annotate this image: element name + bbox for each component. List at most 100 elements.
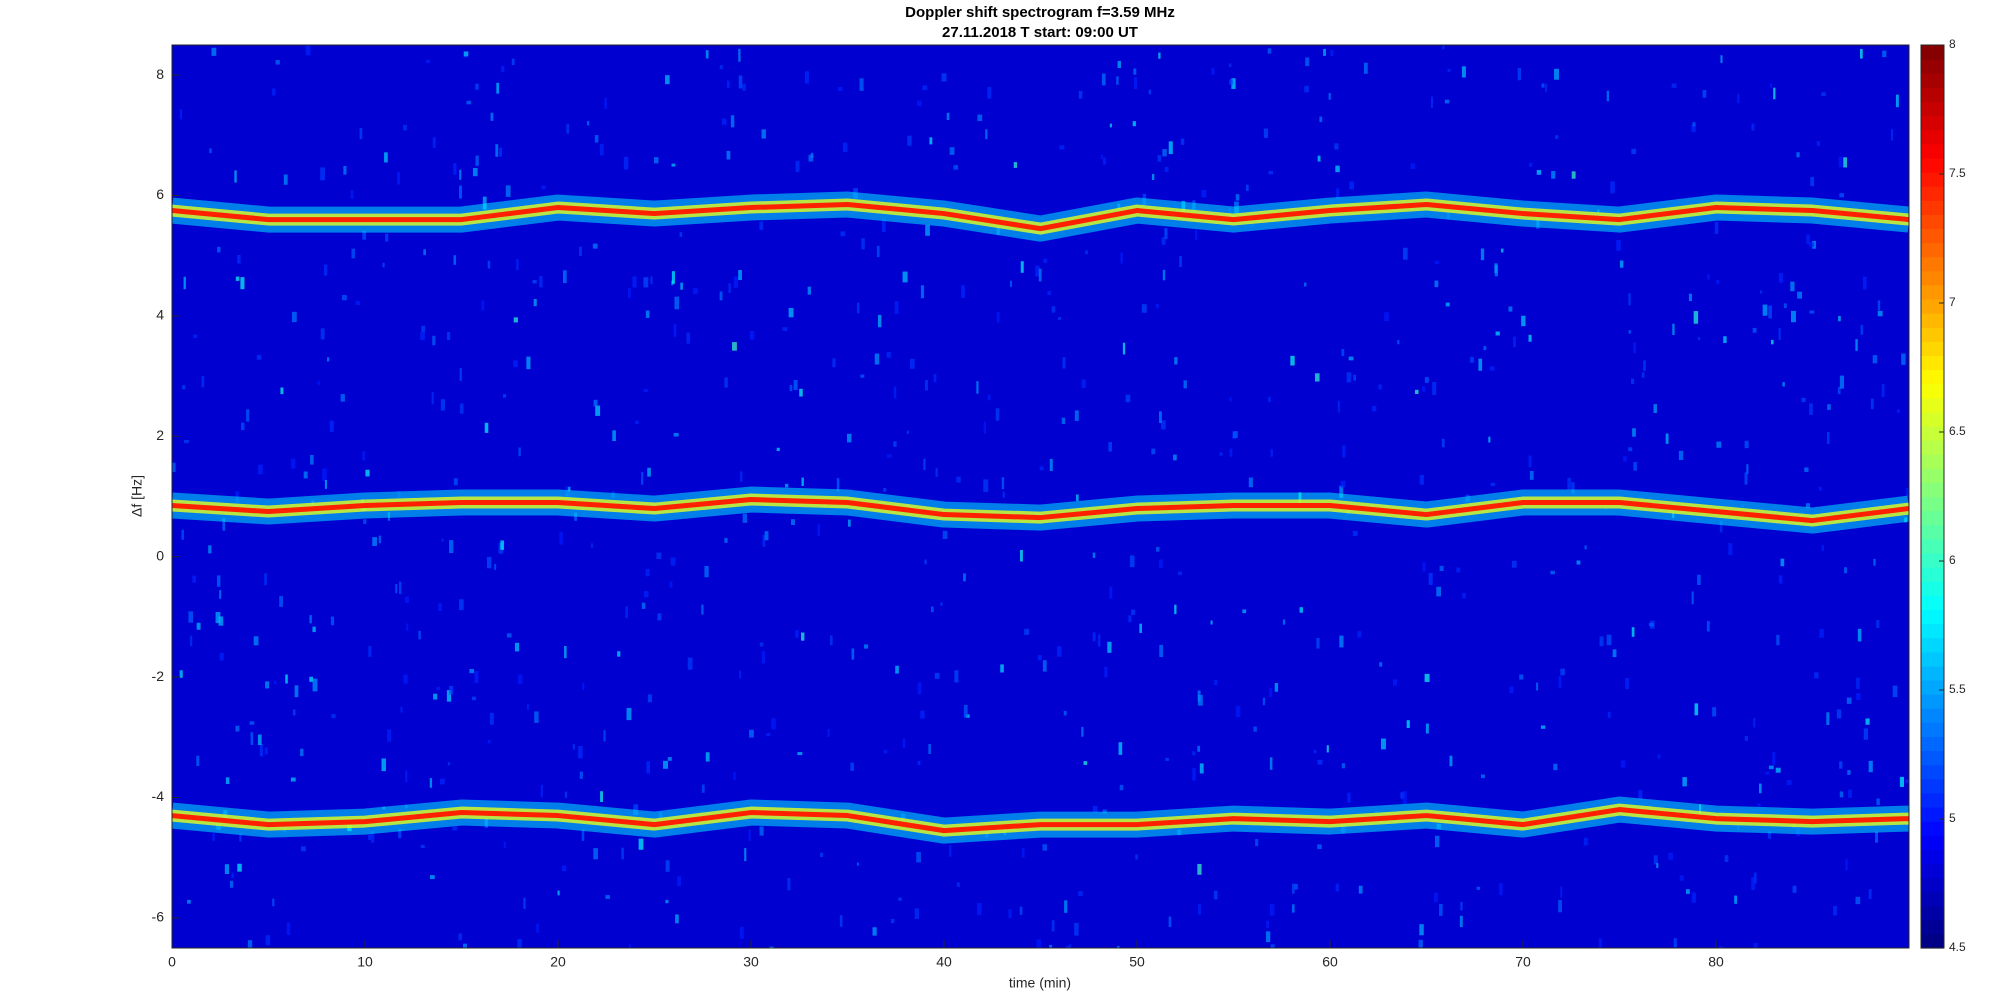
noise-speckle <box>502 394 507 398</box>
noise-speckle <box>1682 777 1687 787</box>
noise-speckle <box>219 590 222 599</box>
noise-speckle <box>1780 558 1785 567</box>
noise-speckle <box>917 760 921 765</box>
noise-speckle <box>1379 662 1383 667</box>
noise-speckle <box>1397 340 1400 345</box>
noise-speckle <box>1314 373 1320 382</box>
noise-speckle <box>1120 252 1123 264</box>
noise-speckle <box>612 430 616 442</box>
x-tick-label: 30 <box>743 954 759 970</box>
colorbar-cell <box>1921 313 1944 328</box>
noise-speckle <box>1558 676 1562 689</box>
noise-speckle <box>1424 377 1429 383</box>
noise-speckle <box>421 325 426 333</box>
noise-speckle <box>923 458 926 471</box>
noise-speckle <box>1128 615 1132 623</box>
noise-speckle <box>1024 628 1030 635</box>
colorbar-cell <box>1921 863 1944 879</box>
noise-speckle <box>759 826 764 836</box>
colorbar-cell <box>1921 468 1944 483</box>
trace <box>172 497 1909 524</box>
noise-speckle <box>670 557 676 566</box>
noise-speckle <box>1317 155 1321 162</box>
colorbar-cell <box>1921 750 1944 766</box>
noise-speckle <box>687 657 693 670</box>
noise-speckle <box>1757 803 1761 807</box>
noise-speckle <box>1195 229 1198 240</box>
noise-speckle <box>1035 265 1040 277</box>
colorbar-cell <box>1921 835 1944 850</box>
noise-speckle <box>463 51 469 57</box>
noise-speckle <box>240 277 245 290</box>
colorbar-cell <box>1921 45 1944 60</box>
noise-speckle <box>1313 749 1317 754</box>
noise-speckle <box>895 665 899 674</box>
noise-speckle <box>832 358 836 368</box>
noise-speckle <box>280 387 284 395</box>
noise-speckle <box>1352 530 1358 536</box>
noise-speckle <box>898 897 902 901</box>
noise-speckle <box>1632 428 1636 437</box>
noise-speckle <box>638 838 644 850</box>
noise-speckle <box>1151 173 1155 181</box>
noise-speckle <box>1268 170 1274 175</box>
noise-speckle <box>1826 712 1830 725</box>
noise-speckle <box>787 877 791 891</box>
noise-speckle <box>257 734 262 746</box>
noise-speckle <box>1865 718 1870 725</box>
noise-speckle <box>1049 458 1053 471</box>
noise-speckle <box>1159 559 1163 569</box>
noise-speckle <box>1092 805 1098 813</box>
noise-speckle <box>886 454 892 458</box>
noise-speckle <box>541 185 546 190</box>
noise-speckle <box>1495 331 1500 336</box>
noise-speckle <box>1342 445 1346 458</box>
noise-speckle <box>1161 237 1166 245</box>
noise-speckle <box>1895 94 1899 108</box>
noise-speckle <box>1571 482 1575 494</box>
noise-speckle <box>1042 844 1048 851</box>
colorbar-cell <box>1921 482 1944 498</box>
noise-speckle <box>1267 48 1272 54</box>
noise-speckle <box>224 864 230 875</box>
noise-speckle <box>1179 256 1182 267</box>
noise-speckle <box>1551 171 1556 179</box>
noise-speckle <box>883 487 887 492</box>
noise-speckle <box>384 152 388 163</box>
noise-speckle <box>949 147 955 155</box>
noise-speckle <box>645 569 650 577</box>
noise-speckle <box>1671 83 1677 88</box>
x-tick-label: 80 <box>1708 954 1724 970</box>
noise-speckle <box>1037 655 1042 661</box>
noise-speckle <box>641 602 646 609</box>
noise-speckle <box>312 626 316 633</box>
noise-speckle <box>256 354 262 360</box>
noise-speckle <box>1560 886 1563 898</box>
noise-speckle <box>1340 480 1346 488</box>
noise-speckle <box>1839 791 1844 798</box>
noise-speckle <box>839 915 843 927</box>
noise-speckle <box>1348 356 1354 361</box>
noise-speckle <box>1845 859 1848 871</box>
noise-speckle <box>1481 774 1485 779</box>
noise-speckle <box>1197 690 1201 702</box>
noise-speckle <box>776 447 780 452</box>
noise-speckle <box>1013 162 1018 168</box>
noise-speckle <box>1607 711 1611 718</box>
noise-speckle <box>562 270 567 284</box>
noise-speckle <box>1336 188 1340 199</box>
noise-speckle <box>1553 763 1558 771</box>
noise-speckle <box>933 373 937 383</box>
noise-speckle <box>1125 394 1131 403</box>
noise-speckle <box>1821 545 1824 551</box>
colorbar-cell <box>1921 270 1944 286</box>
noise-speckle <box>447 762 451 766</box>
noise-speckle <box>474 671 479 683</box>
noise-speckle <box>420 331 425 341</box>
noise-speckle <box>1337 400 1340 413</box>
noise-speckle <box>312 678 318 692</box>
noise-speckle <box>701 604 704 615</box>
noise-speckle <box>1339 485 1344 498</box>
noise-speckle <box>1384 312 1389 322</box>
noise-speckle <box>1047 291 1052 296</box>
